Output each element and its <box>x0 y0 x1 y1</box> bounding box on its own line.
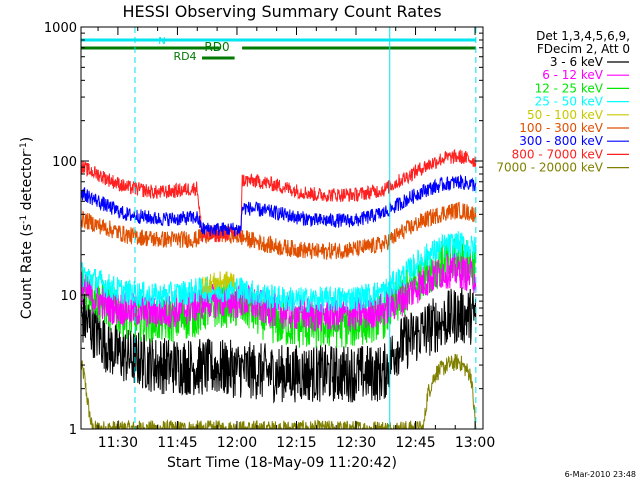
legend-header-line: FDecim 2, Att 0 <box>537 42 630 56</box>
x-tick-label: 12:00 <box>217 435 257 451</box>
chart-title: HESSI Observing Summary Count Rates <box>122 2 441 21</box>
footer-date: 6-Mar-2010 23:48 <box>565 470 636 479</box>
legend-entry-label: 25 - 50 keV <box>535 95 604 109</box>
x-tick-label: 12:45 <box>395 435 435 451</box>
x-axis-label: Start Time (18-May-09 11:20:42) <box>167 455 397 471</box>
series-layer <box>81 148 477 429</box>
legend-entry-label: 6 - 12 keV <box>542 68 604 82</box>
series-line <box>81 287 477 404</box>
legend-entry-label: 100 - 300 keV <box>519 121 603 135</box>
series-line <box>201 271 236 294</box>
x-tick-label: 12:30 <box>336 435 376 451</box>
y-tick-label: 100 <box>52 155 77 170</box>
flag-label: N <box>158 36 165 47</box>
y-axis: 1 10 100 1000 <box>44 21 483 438</box>
legend-entry-label: 7000 - 20000 keV <box>496 161 603 175</box>
series-line <box>81 231 477 313</box>
flag-label: RD0 <box>204 40 229 54</box>
y-axis-label-part: ) <box>19 137 35 142</box>
y-axis-label: Count Rate (s-1 detector-1) <box>19 137 35 319</box>
y-tick-label: 1 <box>69 423 77 438</box>
x-tick-label: 13:00 <box>455 435 495 451</box>
flag-bars: N RD0 RD4 <box>81 36 476 63</box>
legend-header-line: Det 1,3,4,5,6,9, <box>536 29 630 43</box>
series-line <box>81 253 477 332</box>
flag-label: RD4 <box>173 50 196 63</box>
y-tick-label: 10 <box>60 289 77 304</box>
series-line <box>81 148 477 243</box>
plot-frame <box>80 26 484 430</box>
x-tick-label: 11:30 <box>98 435 138 451</box>
legend: Det 1,3,4,5,6,9, FDecim 2, Att 0 3 - 6 k… <box>496 29 630 175</box>
series-line <box>81 201 477 260</box>
series-line <box>81 353 477 429</box>
legend-entry-label: 300 - 800 keV <box>519 134 603 148</box>
legend-entry-label: 50 - 100 keV <box>527 108 604 122</box>
legend-entry-label: 12 - 25 keV <box>535 81 604 95</box>
series-line <box>81 174 477 237</box>
x-tick-label: 11:45 <box>157 435 197 451</box>
mode-change-lines <box>134 27 477 429</box>
y-axis-label-part: Count Rate (s <box>19 224 35 319</box>
legend-entry-label: 3 - 6 keV <box>550 55 604 69</box>
x-tick-label: 12:15 <box>276 435 316 451</box>
x-axis: 11:30 11:45 12:00 12:15 12:30 12:45 13:00 <box>97 27 495 451</box>
legend-entry-label: 800 - 7000 keV <box>512 147 604 161</box>
y-axis-label-sup: -1 <box>19 142 29 151</box>
y-axis-label-part: detector <box>19 151 35 215</box>
y-tick-label: 1000 <box>44 21 77 36</box>
y-axis-label-sup: -1 <box>19 215 29 224</box>
